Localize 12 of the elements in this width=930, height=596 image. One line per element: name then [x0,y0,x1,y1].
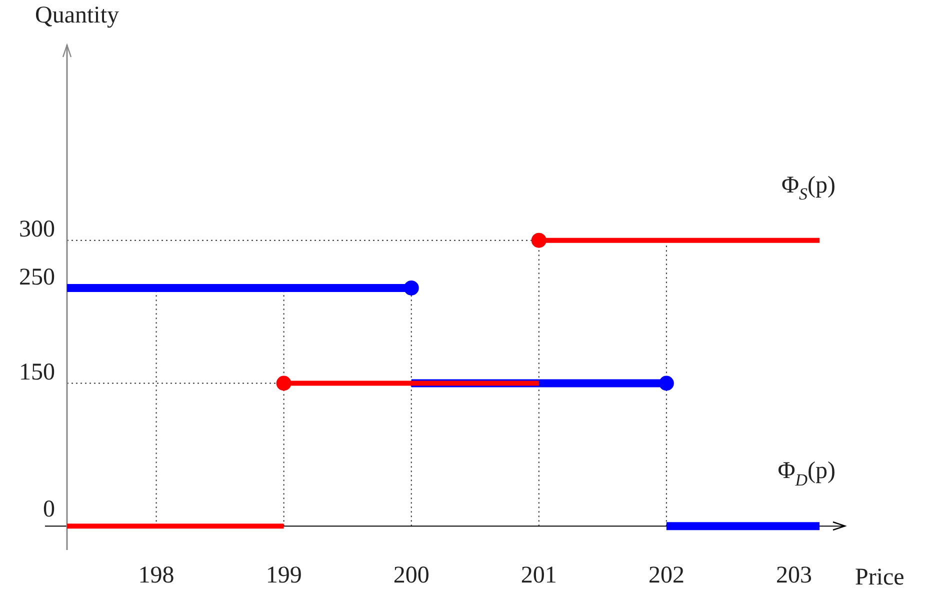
y-tick-label: 0 [43,496,55,522]
x-tick-label: 201 [520,562,557,588]
y-tick-label: 300 [19,216,55,243]
y-axis-title: Quantity [35,2,119,28]
x-tick-label: 199 [266,562,302,588]
x-tick-label: 203 [776,562,812,588]
x-tick-label: 198 [138,562,174,588]
x-axis-title: Price [855,564,904,590]
y-tick-label: 150 [19,360,55,386]
y-tick-label: 250 [19,264,55,290]
x-tick-label: 202 [648,562,684,588]
x-tick-label: 200 [393,562,430,588]
